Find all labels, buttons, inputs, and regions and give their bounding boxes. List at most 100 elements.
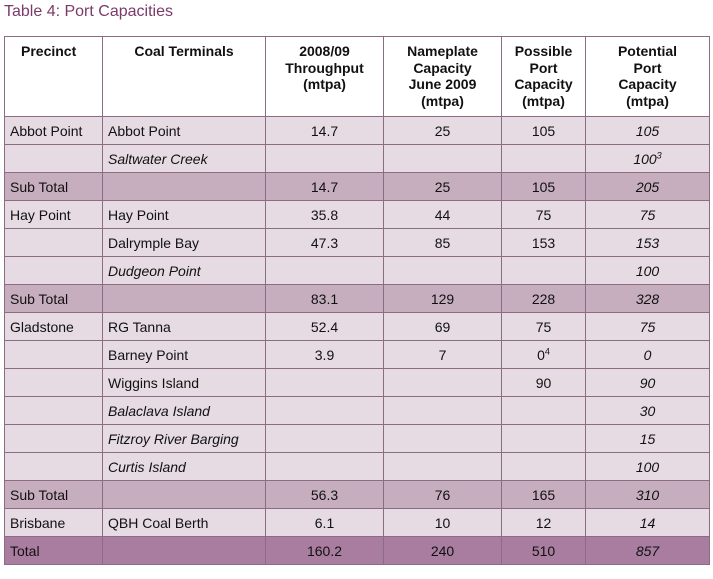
terminal-cell [102,284,266,313]
header-line: Port [633,59,662,76]
potential-cell-value: 857 [635,542,660,559]
nameplate-cell: 85 [383,228,502,257]
table-row: Wiggins Island 90 90 [4,368,710,397]
terminal-cell: Curtis Island [102,452,266,481]
terminal-cell-value: RG Tanna [108,318,171,335]
precinct-cell [4,144,103,173]
table-row: Brisbane QBH Coal Berth 6.1 10 12 14 [4,508,710,537]
potential-cell: 100 [585,452,710,481]
precinct-cell-value: Hay Point [10,206,71,223]
potential-cell: 14 [585,508,710,537]
possible-cell: 165 [501,480,586,509]
terminal-cell: Fitzroy River Barging [102,424,266,453]
potential-cell-value: 153 [635,234,660,251]
terminal-cell-value: Balaclava Island [108,402,210,419]
potential-cell: 1003 [585,144,710,173]
precinct-cell: Hay Point [4,200,103,229]
header-row: Precinct Coal Terminals 2008/09 Throughpu… [4,36,710,117]
possible-cell: 12 [501,508,586,537]
table-caption: Table 4: Port Capacities [4,3,173,20]
terminal-cell: QBH Coal Berth [102,508,266,537]
potential-cell-value: 205 [635,178,660,195]
precinct-cell: Abbot Point [4,116,103,145]
potential-cell-value: 75 [639,206,656,223]
precinct-cell: Gladstone [4,312,103,341]
nameplate-cell: 44 [383,200,502,229]
potential-cell-value: 105 [635,122,660,139]
precinct-cell: Brisbane [4,508,103,537]
nameplate-cell: 76 [383,480,502,509]
potential-cell: 105 [585,116,710,145]
nameplate-cell-value: 25 [434,178,451,195]
possible-cell-value: 105 [531,178,556,195]
table-row: Hay Point Hay Point 35.8 44 75 75 [4,200,710,229]
nameplate-cell-value: 7 [438,346,447,363]
possible-cell: 510 [501,536,586,565]
table-row: Dudgeon Point 100 [4,256,710,285]
possible-cell-value: 510 [531,542,556,559]
table-row: Barney Point 3.9 7 04 0 [4,340,710,369]
header-line: Capacity [618,76,677,92]
terminal-cell-value: Hay Point [108,206,169,223]
possible-cell-value: 75 [535,318,552,335]
potential-cell-value: 100 [635,458,660,475]
throughput-cell [265,424,384,453]
header-line: Precinct [21,43,77,59]
terminal-cell: RG Tanna [102,312,266,341]
terminal-cell-value: QBH Coal Berth [108,514,209,531]
potential-cell: 205 [585,172,710,201]
potential-cell: 75 [585,312,710,341]
possible-cell: 153 [501,228,586,257]
subtotal-row: Sub Total 56.3 76 165 310 [4,480,710,509]
terminal-cell: Dalrymple Bay [102,228,266,257]
precinct-cell-value: Brisbane [10,514,66,531]
potential-cell-value: 30 [639,402,656,419]
terminal-cell-value: Dudgeon Point [108,262,201,279]
potential-cell-value: 90 [639,374,656,391]
header-line: Port [529,59,558,76]
potential-cell-value: 310 [635,486,660,503]
footnote-ref: 3 [656,149,662,160]
precinct-cell [4,424,103,453]
possible-cell: 228 [501,284,586,313]
header-line: (mtpa) [421,92,464,109]
table-row: Abbot Point Abbot Point 14.7 25 105 105 [4,116,710,145]
precinct-cell-value: Abbot Point [10,122,83,139]
nameplate-cell: 69 [383,312,502,341]
possible-cell [501,256,586,285]
nameplate-cell-value: 44 [434,206,451,223]
throughput-cell [265,368,384,397]
potential-cell-value: 328 [635,290,660,307]
throughput-cell: 52.4 [265,312,384,341]
throughput-cell: 35.8 [265,200,384,229]
throughput-cell-value: 3.9 [314,346,335,363]
potential-cell: 310 [585,480,710,509]
nameplate-cell: 129 [383,284,502,313]
throughput-cell-value: 47.3 [310,234,339,251]
nameplate-cell-value: 69 [434,318,451,335]
possible-cell: 105 [501,172,586,201]
possible-cell-value: 105 [531,122,556,139]
throughput-cell: 14.7 [265,116,384,145]
precinct-cell [4,340,103,369]
precinct-cell-value: Gladstone [10,318,74,335]
throughput-cell [265,256,384,285]
terminal-cell [102,172,266,201]
possible-cell: 75 [501,200,586,229]
possible-cell-value: 165 [531,486,556,503]
throughput-cell: 6.1 [265,508,384,537]
possible-cell-value: 0 [537,346,545,363]
table-row: Saltwater Creek 1003 [4,144,710,173]
precinct-cell [4,256,103,285]
possible-cell: 90 [501,368,586,397]
nameplate-cell: 25 [383,116,502,145]
terminal-cell: Balaclava Island [102,396,266,425]
header-throughput: 2008/09 Throughput (mtpa) [265,36,384,117]
header-potential-capacity: Potential Port Capacity (mtpa) [585,36,710,117]
terminal-cell-value: Curtis Island [108,458,186,475]
possible-cell-value: 153 [531,234,556,251]
port-capacities-table: Precinct Coal Terminals 2008/09 Throughpu… [4,36,710,565]
throughput-cell-value: 56.3 [310,486,339,503]
potential-cell: 328 [585,284,710,313]
terminal-cell [102,480,266,509]
